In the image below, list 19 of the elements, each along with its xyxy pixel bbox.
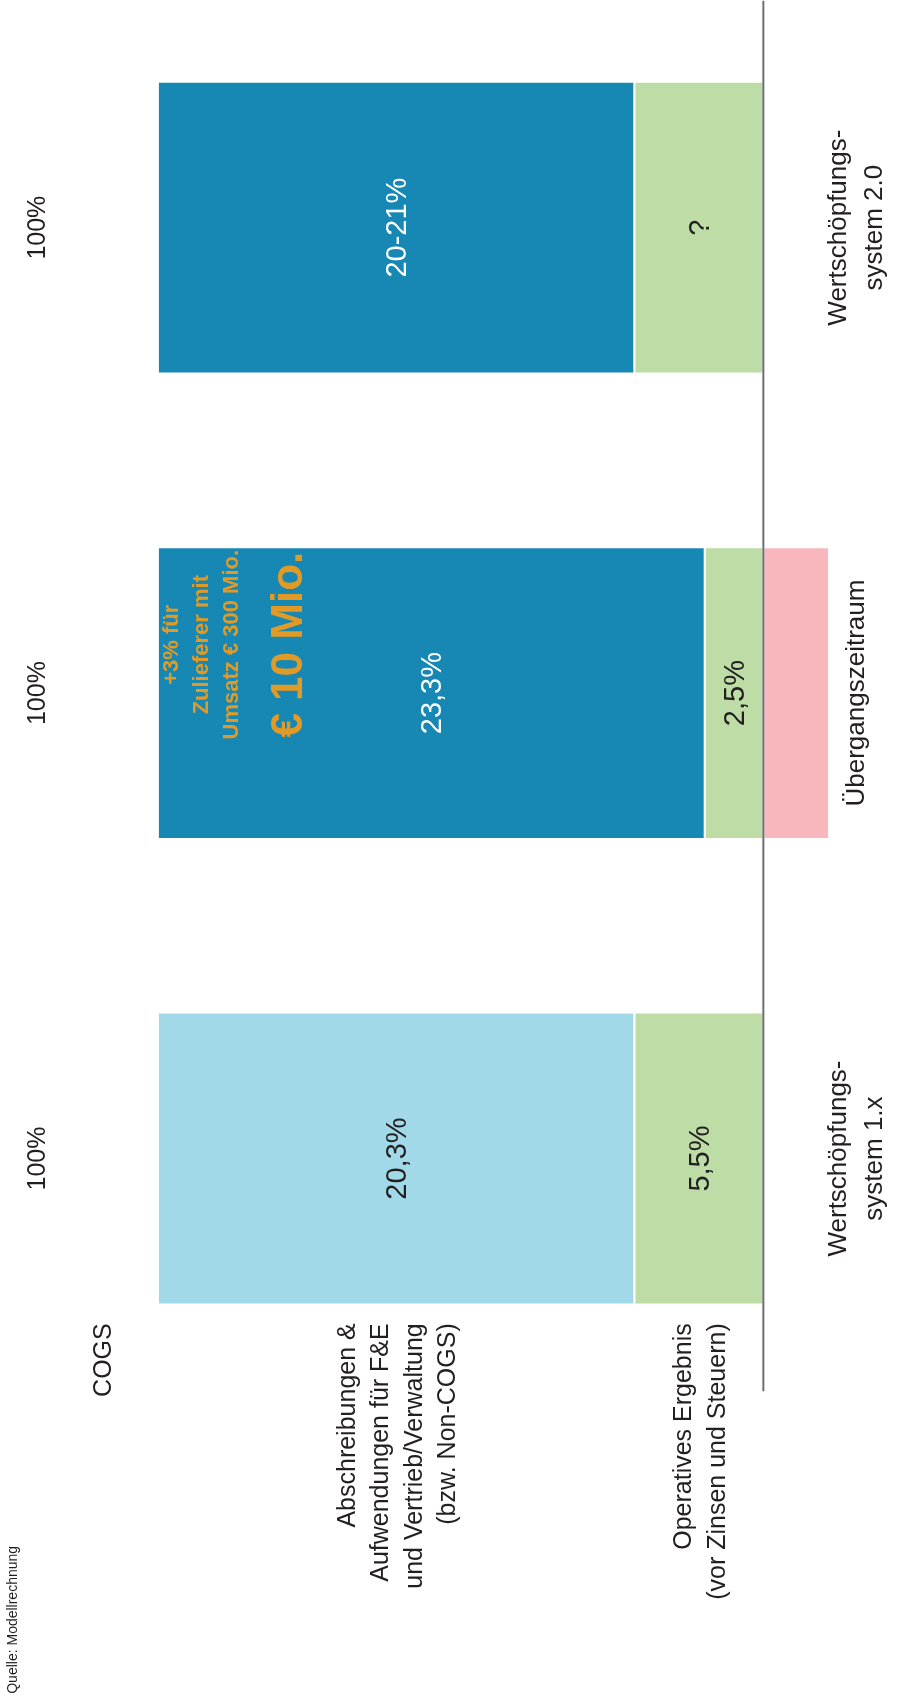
text: Operatives Ergebnis (vor Zinsen und Steuern) [668,1323,730,1600]
data-label: ? [682,219,715,236]
data-label: 23,3% [415,651,448,735]
text: 100% [21,195,50,260]
y-tick-label: Wertschöpfungs- system 1.x [821,1060,888,1257]
text: 100% [21,661,50,726]
data-label: 20,3% [380,1117,413,1200]
bar [762,546,831,840]
data-label: 5,5% [682,1125,715,1192]
annotation: +3% für Zulieferer mit Umsatz € 300 Mio. [157,549,243,740]
text: COGS [87,1323,116,1397]
data-label: 2,5% [718,660,751,727]
source-note: Quelle: Modellrechnung [4,1545,21,1694]
y-tick-label: Wertschöpfungs- system 2.0 [821,129,888,326]
text: 100% [21,1126,50,1191]
text: Abschreibungen & Aufwendungen für F&E und Vertrieb/Verwaltung (bzw. Non-COGS) [331,1322,461,1589]
y-tick-label: Übergangszeitraum [839,579,870,807]
data-label: 20-21% [380,177,413,278]
annotation: € 10 Mio. [262,551,312,738]
